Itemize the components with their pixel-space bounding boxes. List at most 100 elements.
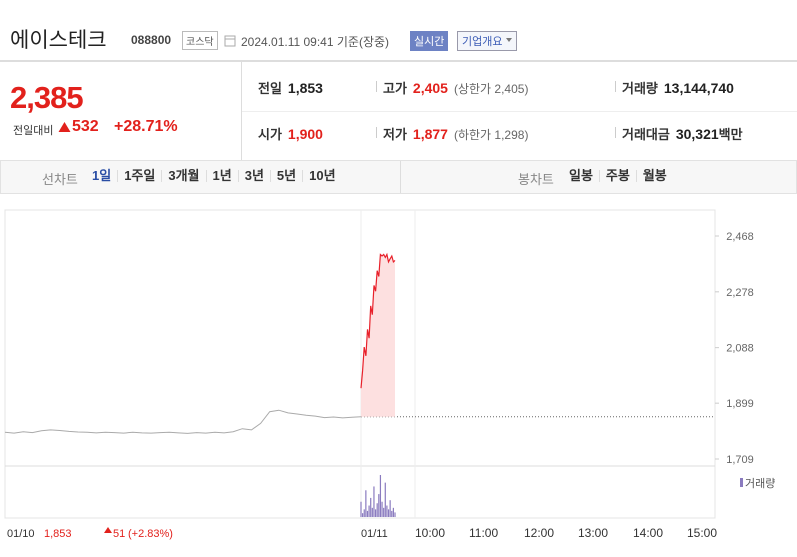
x-tick-label: 12:00 — [524, 526, 554, 540]
x-tick-label: 01/10 — [7, 528, 35, 540]
volume-bar — [368, 505, 370, 517]
volume-legend: 거래량 — [745, 477, 775, 490]
volume-bar — [389, 500, 391, 517]
y-tick-label: 1,709 — [726, 454, 754, 466]
stat-value: 13,144,740 — [663, 80, 734, 96]
stat: 고가 2,405 (상한가 2,405) — [383, 78, 528, 97]
stat: 저가 1,877 (하한가 1,298) — [383, 124, 528, 143]
y-tick-label: 2,088 — [726, 343, 754, 355]
stat-note: (하한가 1,298) — [453, 128, 529, 142]
dropdown-arrow — [506, 38, 513, 42]
separator — [615, 127, 616, 138]
period-tab[interactable]: 5년 — [269, 169, 302, 182]
x-tick-label: 13:00 — [578, 526, 608, 540]
change-rate: +28.71% — [114, 118, 178, 135]
stat-label: 시가 — [258, 127, 282, 142]
calendar-icon — [224, 35, 236, 47]
x-tick-label: 10:00 — [415, 526, 445, 540]
divider — [242, 111, 797, 112]
x-tick-label: 14:00 — [633, 526, 663, 540]
stat-value: 1,900 — [287, 126, 323, 142]
volume-bar — [387, 509, 390, 517]
stock-code: 088800 — [131, 33, 172, 47]
stat-label: 전일 — [258, 81, 282, 96]
volume-bar — [391, 510, 393, 517]
prev-rate-note: (+2.83%) — [128, 528, 173, 540]
volume-bar — [392, 507, 394, 517]
volume-bar — [384, 482, 386, 517]
volume-bar — [365, 490, 367, 517]
period-tab[interactable]: 1일 — [92, 168, 112, 183]
timestamp: 2024.01.11 09:41 기준(장중) — [241, 35, 390, 49]
candle-chart-tab[interactable]: 봉차트 — [518, 172, 554, 187]
stat-note: (상한가 2,405) — [453, 82, 529, 96]
plot-frame — [4, 209, 716, 519]
stat-label: 거래대금 — [622, 127, 670, 142]
stat-value: 2,405 — [412, 80, 448, 96]
y-tick-label: 1,899 — [726, 398, 754, 410]
period-tab[interactable]: 3개월 — [161, 169, 205, 182]
volume-bar — [371, 507, 373, 517]
volume-bar — [381, 501, 383, 517]
prev-close-note: 1,853 — [44, 528, 72, 540]
volume-bar — [362, 513, 364, 517]
candle-tabs: 일봉 주봉 월봉 — [563, 168, 673, 183]
period-tab[interactable]: 3년 — [237, 169, 270, 182]
stat: 전일 1,853 — [258, 78, 323, 97]
prev-change-note: 51 — [113, 528, 125, 540]
stat-label: 저가 — [383, 127, 407, 142]
today-area — [361, 254, 395, 417]
realtime-badge: 실시간 — [410, 31, 449, 51]
period-tab[interactable]: 1년 — [205, 169, 238, 182]
volume-bar — [373, 486, 375, 517]
volume-bar — [383, 507, 385, 517]
volume-bar — [394, 512, 396, 517]
stat-value: 1,853 — [287, 80, 323, 96]
x-tick-label: 11:00 — [469, 526, 498, 540]
stat-label: 고가 — [383, 81, 407, 96]
stat-value: 30,321 — [675, 126, 719, 142]
today-line — [360, 252, 396, 389]
volume-bar — [374, 509, 377, 517]
volume-bar — [360, 501, 362, 517]
stock-name: 에이스테크 — [10, 29, 107, 52]
stat-value: 1,877 — [412, 126, 448, 142]
volume-legend-swatch — [740, 478, 743, 487]
up-arrow — [104, 527, 112, 533]
period-tab[interactable]: 1주일 — [117, 169, 161, 182]
separator — [376, 127, 377, 138]
volume-bar — [376, 503, 378, 517]
candle-tab[interactable]: 월봉 — [635, 169, 673, 182]
divider — [400, 161, 401, 193]
candle-tab[interactable]: 주봉 — [598, 169, 636, 182]
separator — [376, 81, 377, 92]
line-chart-tab[interactable]: 선차트 — [42, 172, 78, 187]
volume-bar — [366, 510, 369, 517]
volume-bar — [379, 475, 382, 517]
y-tick-label: 2,468 — [726, 231, 754, 243]
candle-tab[interactable]: 일봉 — [569, 168, 593, 183]
separator — [615, 81, 616, 92]
x-tick-label: 01/11 — [361, 528, 388, 540]
volume-bar — [370, 497, 372, 517]
divider — [241, 62, 242, 160]
company-info-text: 기업개요 — [462, 36, 503, 48]
market-badge: 코스닥 — [182, 31, 218, 50]
company-info-button[interactable]: 기업개요 — [457, 31, 518, 51]
y-tick-label: 2,278 — [726, 287, 754, 299]
volume-bar — [386, 505, 388, 517]
x-tick-label: 15:00 — [687, 526, 717, 540]
current-price: 2,385 — [10, 80, 84, 115]
stat: 거래량 13,144,740 — [622, 78, 734, 97]
stat: 시가 1,900 — [258, 124, 323, 143]
prev-day-line — [4, 409, 362, 434]
tab-bar — [0, 160, 797, 194]
volume-bar — [378, 494, 380, 517]
change-label: 전일대비 — [13, 125, 54, 137]
period-tab[interactable]: 10년 — [302, 169, 341, 182]
stat: 거래대금 30,321 백만 — [622, 124, 743, 143]
change: 532 — [72, 118, 99, 135]
stat-label: 거래량 — [622, 81, 658, 96]
